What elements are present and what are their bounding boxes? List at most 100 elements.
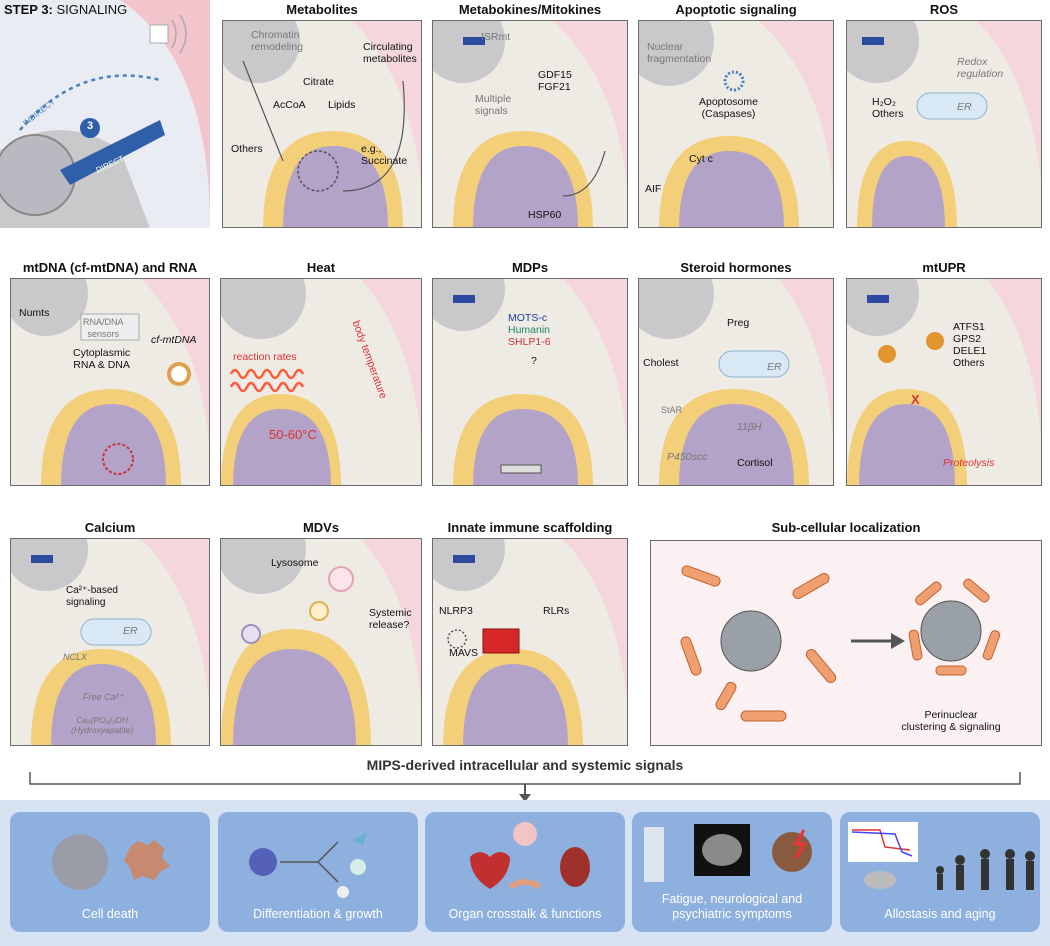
panel-ros-art [847,21,1041,227]
label-lipids: Lipids [328,99,356,111]
organ-icon [470,822,590,890]
panel-calcium-art [11,539,209,745]
panel-innate: NLRP3 RLRs MAVS [432,538,628,746]
panel-title-mtdna: mtDNA (cf-mtDNA) and RNA [22,260,198,275]
outcome-allostasis: Allostasis and aging [840,812,1040,932]
panel-title-mtupr: mtUPR [922,260,966,275]
panel-innate-art [433,539,627,745]
label-circulating: Circulating metabolites [363,41,417,65]
differentiation-icon [249,832,367,898]
label-redox: Redox regulation [957,56,1004,80]
label-gdf: GDF15 FGF21 [538,69,572,93]
panel-mtdna: Numts RNA/DNA sensors Cytoplasmic RNA & … [10,278,210,486]
label-mtupr-list: ATFS1 GPS2 DELE1 Others [953,321,987,369]
panel-heat: reaction rates body temperature 50-60°C [220,278,422,486]
step-illustration-art [0,0,210,228]
panel-mdps: MOTS-c Humanin SHLP1-6 ? [432,278,628,486]
step-number-badge: 3 [86,120,94,132]
step-title: STEP 3: SIGNALING [4,2,128,17]
panel-title-heat: Heat [306,260,336,275]
label-isrmt: ISRmt [481,31,511,43]
label-hsd: 11βH [737,421,762,433]
label-nuclear: Nuclear fragmentation [647,41,712,65]
summary-bracket [29,772,1021,802]
panel-title-metabolites: Metabolites [286,2,358,17]
label-mtupr-x: X [911,392,920,407]
panel-steroid: Preg Cholest ER StAR P450scc 11βH Cortis… [638,278,834,486]
outcome-label: Cell death [81,907,139,921]
panel-title-metabokines: Metabokines/Mitokines [458,2,602,17]
outcome-organ-crosstalk: Organ crosstalk & functions [425,812,625,932]
panel-title-ros: ROS [929,2,959,17]
label-systemic: Systemic release? [369,607,412,631]
cell-death-icon [52,834,170,890]
panel-subcell-art [680,565,1001,722]
panel-steroid-art [639,279,833,485]
label-cytc: Cyt c [689,153,713,165]
outcome-differentiation: Differentiation & growth [218,812,418,932]
label-hydroxy: Ca₅(PO₄)₃OH (Hydroxyapatite) [71,715,134,735]
label-others: Others [231,143,263,155]
summary-title: MIPS-derived intracellular and systemic … [366,757,684,773]
panel-metabokines-art [433,21,627,227]
panel-mdvs: Lysosome Systemic release? [220,538,422,746]
label-h2o2: H₂O₂ Others [872,96,904,120]
outcome-label: Differentiation & growth [253,907,383,921]
label-cyto: Cytoplasmic RNA & DNA [73,347,131,371]
label-temp: 50-60°C [269,427,317,442]
panel-title-subcell: Sub-cellular localization [771,520,921,535]
outcome-label: Allostasis and aging [884,907,996,921]
panel-title-innate: Innate immune scaffolding [447,520,613,535]
label-cholest: Cholest [643,357,679,369]
panel-mdvs-art [221,539,421,745]
panel-metabolites-art [223,21,421,227]
fatigue-icon [644,824,812,882]
outcome-label: Fatigue, neurological and psychiatric sy… [661,892,803,921]
label-citrate: Citrate [303,76,334,88]
label-aif: AIF [645,183,662,195]
panel-mtupr-art [847,279,1041,485]
label-reaction: reaction rates [233,351,297,363]
label-free: Free Ca²⁺ [83,692,124,702]
label-ca: Ca²⁺-based signaling [66,585,118,608]
panel-mdps-art [433,279,627,485]
label-calcium-er: ER [123,625,138,637]
panel-ros: Redox regulation H₂O₂ Others ER [846,20,1042,228]
label-apopto: Apoptosome (Caspases) [699,96,758,120]
panel-subcell: Perinuclear clustering & signaling [650,540,1042,746]
label-shlp: SHLP1-6 [508,336,551,348]
panel-heat-art [221,279,421,485]
outcome-cell-death: Cell death [10,812,210,932]
label-nlrp3: NLRP3 [439,605,473,617]
label-hsp: HSP60 [528,209,562,221]
label-succinate: e.g., Succinate [361,143,408,167]
panel-calcium: Ca²⁺-based signaling ER NCLX Free Ca²⁺ C… [10,538,210,746]
panel-title-apoptotic: Apoptotic signaling [675,2,797,17]
outcome-fatigue: Fatigue, neurological and psychiatric sy… [632,812,832,932]
label-acoa: AcCoA [273,99,306,111]
label-lysosome: Lysosome [271,557,319,569]
label-star: StAR [661,405,683,415]
label-chromatin: Chromatin remodeling [251,29,303,53]
panel-metabokines: ISRmt GDF15 FGF21 Multiple signals HSP60 [432,20,628,228]
label-preg: Preg [727,317,750,329]
label-perinuclear: Perinuclear clustering & signaling [901,709,1001,733]
panel-title-calcium: Calcium [84,520,136,535]
outcome-label: Organ crosstalk & functions [448,907,602,921]
label-ros-er: ER [957,101,972,113]
step-illustration [0,0,210,228]
label-sensors: RNA/DNA sensors [83,317,124,339]
label-motsc: MOTS-c [508,312,548,324]
panel-apoptotic: Nuclear fragmentation Apoptosome (Caspas… [638,20,834,228]
label-humanin: Humanin [508,324,551,336]
panel-apoptotic-art [639,21,833,227]
label-rlrs: RLRs [543,605,570,617]
label-mavs: MAVS [449,647,478,659]
label-steroid-er: ER [767,361,782,373]
panel-metabolites: Chromatin remodeling Circulating metabol… [222,20,422,228]
panel-title-mdps: MDPs [511,260,549,275]
label-p450: P450scc [667,451,708,463]
label-nclx: NCLX [63,652,88,662]
label-mdps-q: ? [531,355,537,367]
allostasis-icon [848,822,1035,890]
